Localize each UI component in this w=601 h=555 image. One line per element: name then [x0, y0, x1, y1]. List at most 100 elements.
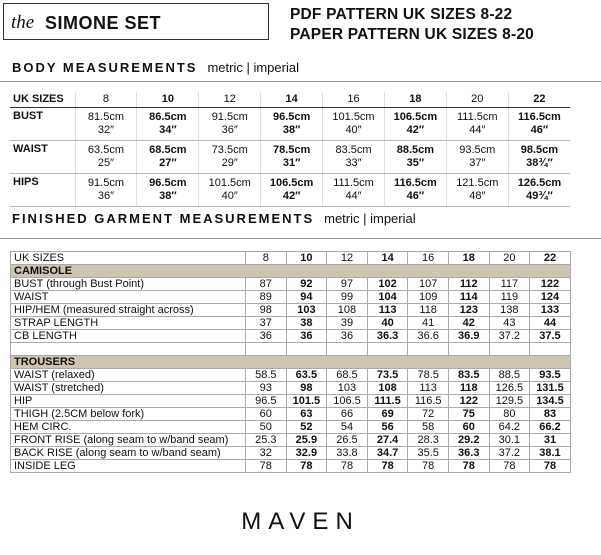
cell: 114	[447, 290, 490, 304]
cell: 60	[447, 420, 490, 434]
cell: 63.5cm 25″	[74, 140, 137, 174]
cell: 78	[366, 459, 409, 473]
column-header: 22	[529, 251, 571, 265]
imperial: 42″	[282, 190, 301, 202]
spacer-row	[10, 342, 571, 356]
imperial: 32″	[97, 124, 115, 136]
cell: 78	[529, 459, 571, 473]
cell: 68.5cm 27″	[136, 140, 199, 174]
units: metric | imperial	[207, 60, 299, 75]
section-name: CAMISOLE	[10, 264, 571, 278]
imperial: 46″	[406, 190, 425, 202]
imperial: 38¾″	[526, 157, 553, 169]
metric: 98.5cm	[520, 144, 559, 156]
section-row: CAMISOLE	[10, 264, 571, 278]
garment-table: UK SIZES 8 10 12 14 16 18 20 22 CAMISOLE BUST (thr…	[10, 251, 571, 473]
cell: 52	[285, 420, 328, 434]
cell: 109	[407, 290, 449, 304]
imperial: 29″	[221, 157, 238, 169]
cell: 36	[285, 329, 328, 343]
cell: 37.2	[488, 446, 531, 460]
cell: 60	[245, 407, 287, 421]
column-header: UK SIZES	[10, 251, 246, 265]
cell: 101.5	[285, 394, 328, 408]
cell: 58.5	[245, 368, 287, 382]
cell: 66	[326, 407, 368, 421]
cell: 126.5	[488, 381, 531, 395]
column-header: 10	[285, 251, 328, 265]
cell: 36.3	[447, 446, 490, 460]
cell: 96.5cm 38″	[136, 173, 199, 207]
cell: 35.5	[407, 446, 449, 460]
cell: 103	[326, 381, 368, 395]
row-label: HIP/HEM (measured straight across)	[10, 303, 246, 317]
cell: 91.5cm 36″	[74, 173, 137, 207]
cell: 86.5cm 34″	[136, 107, 199, 141]
row-label: FRONT RISE (along seam to w/band seam)	[10, 433, 246, 447]
cell: 108	[366, 381, 409, 395]
header-row: UK SIZES 8 10 12 14 16 18 20 22	[10, 251, 571, 265]
imperial: 36″	[97, 190, 115, 202]
column-header: UK SIZES	[10, 92, 75, 108]
imperial: 36″	[221, 124, 238, 136]
cell: 93	[245, 381, 287, 395]
imperial: 49¾″	[526, 190, 553, 202]
cell: 133	[529, 303, 571, 317]
cell: 75	[447, 407, 490, 421]
cell: 98	[245, 303, 287, 317]
title-box: the SIMONE SET	[3, 3, 269, 40]
cell: 39	[326, 316, 368, 330]
cell: 37.5	[529, 329, 571, 343]
cell: 118	[407, 303, 449, 317]
cell: 93.5cm 37″	[445, 140, 509, 174]
cell: 42	[447, 316, 490, 330]
cell: 38.1	[529, 446, 571, 460]
row-label: BUST (through Bust Point)	[10, 277, 246, 291]
cell: 50	[245, 420, 287, 434]
cell: 73.5	[366, 368, 409, 382]
cell: 134.5	[529, 394, 571, 408]
section-heading: FINISHED GARMENT MEASUREMENTS metric | im…	[12, 211, 416, 226]
metric: 101.5cm	[332, 111, 375, 123]
cell: 116.5cm 46″	[383, 173, 447, 207]
column-header: 16	[407, 251, 449, 265]
cell: 37	[245, 316, 287, 330]
empty-cell	[488, 342, 531, 356]
cell: 63.5	[285, 368, 328, 382]
row: HEM CIRC. 50 52 54 56 58 60 64.2 66.2	[10, 420, 571, 434]
cell: 63	[285, 407, 328, 421]
row-label: WAIST (stretched)	[10, 381, 246, 395]
cell: 83	[529, 407, 571, 421]
imperial: 42″	[406, 124, 425, 136]
cell: 33.8	[326, 446, 368, 460]
cell: 72	[407, 407, 449, 421]
column-header: 8	[245, 251, 287, 265]
title: SIMONE SET	[45, 13, 162, 33]
cell: 78	[407, 459, 449, 473]
metric: 91.5cm	[87, 177, 124, 189]
cell: 28.3	[407, 433, 449, 447]
metric: 91.5cm	[211, 111, 248, 123]
cell: 94	[285, 290, 328, 304]
cell: 25.9	[285, 433, 328, 447]
cell: 69	[366, 407, 409, 421]
cell: 25.3	[245, 433, 287, 447]
row-label: BUST	[10, 107, 75, 141]
header-row: UK SIZES 8 10 12 14 16 18 20 22	[10, 92, 571, 108]
cell: 41	[407, 316, 449, 330]
title-prefix: the	[11, 12, 35, 33]
empty-cell	[366, 342, 409, 356]
imperial: 44″	[469, 124, 486, 136]
imperial: 34″	[159, 124, 177, 136]
cell: 121.5cm 48″	[445, 173, 509, 207]
cell: 36	[245, 329, 287, 343]
cell: 104	[366, 290, 409, 304]
imperial: 33″	[345, 157, 362, 169]
metric: 116.5cm	[393, 177, 437, 189]
metric: 106.5cm	[269, 177, 314, 189]
heading-text: FINISHED GARMENT MEASUREMENTS	[12, 211, 315, 226]
cell: 78.5	[407, 368, 449, 382]
cell: 98.5cm 38¾″	[507, 140, 571, 174]
rule	[0, 238, 601, 239]
imperial: 48″	[469, 190, 486, 202]
